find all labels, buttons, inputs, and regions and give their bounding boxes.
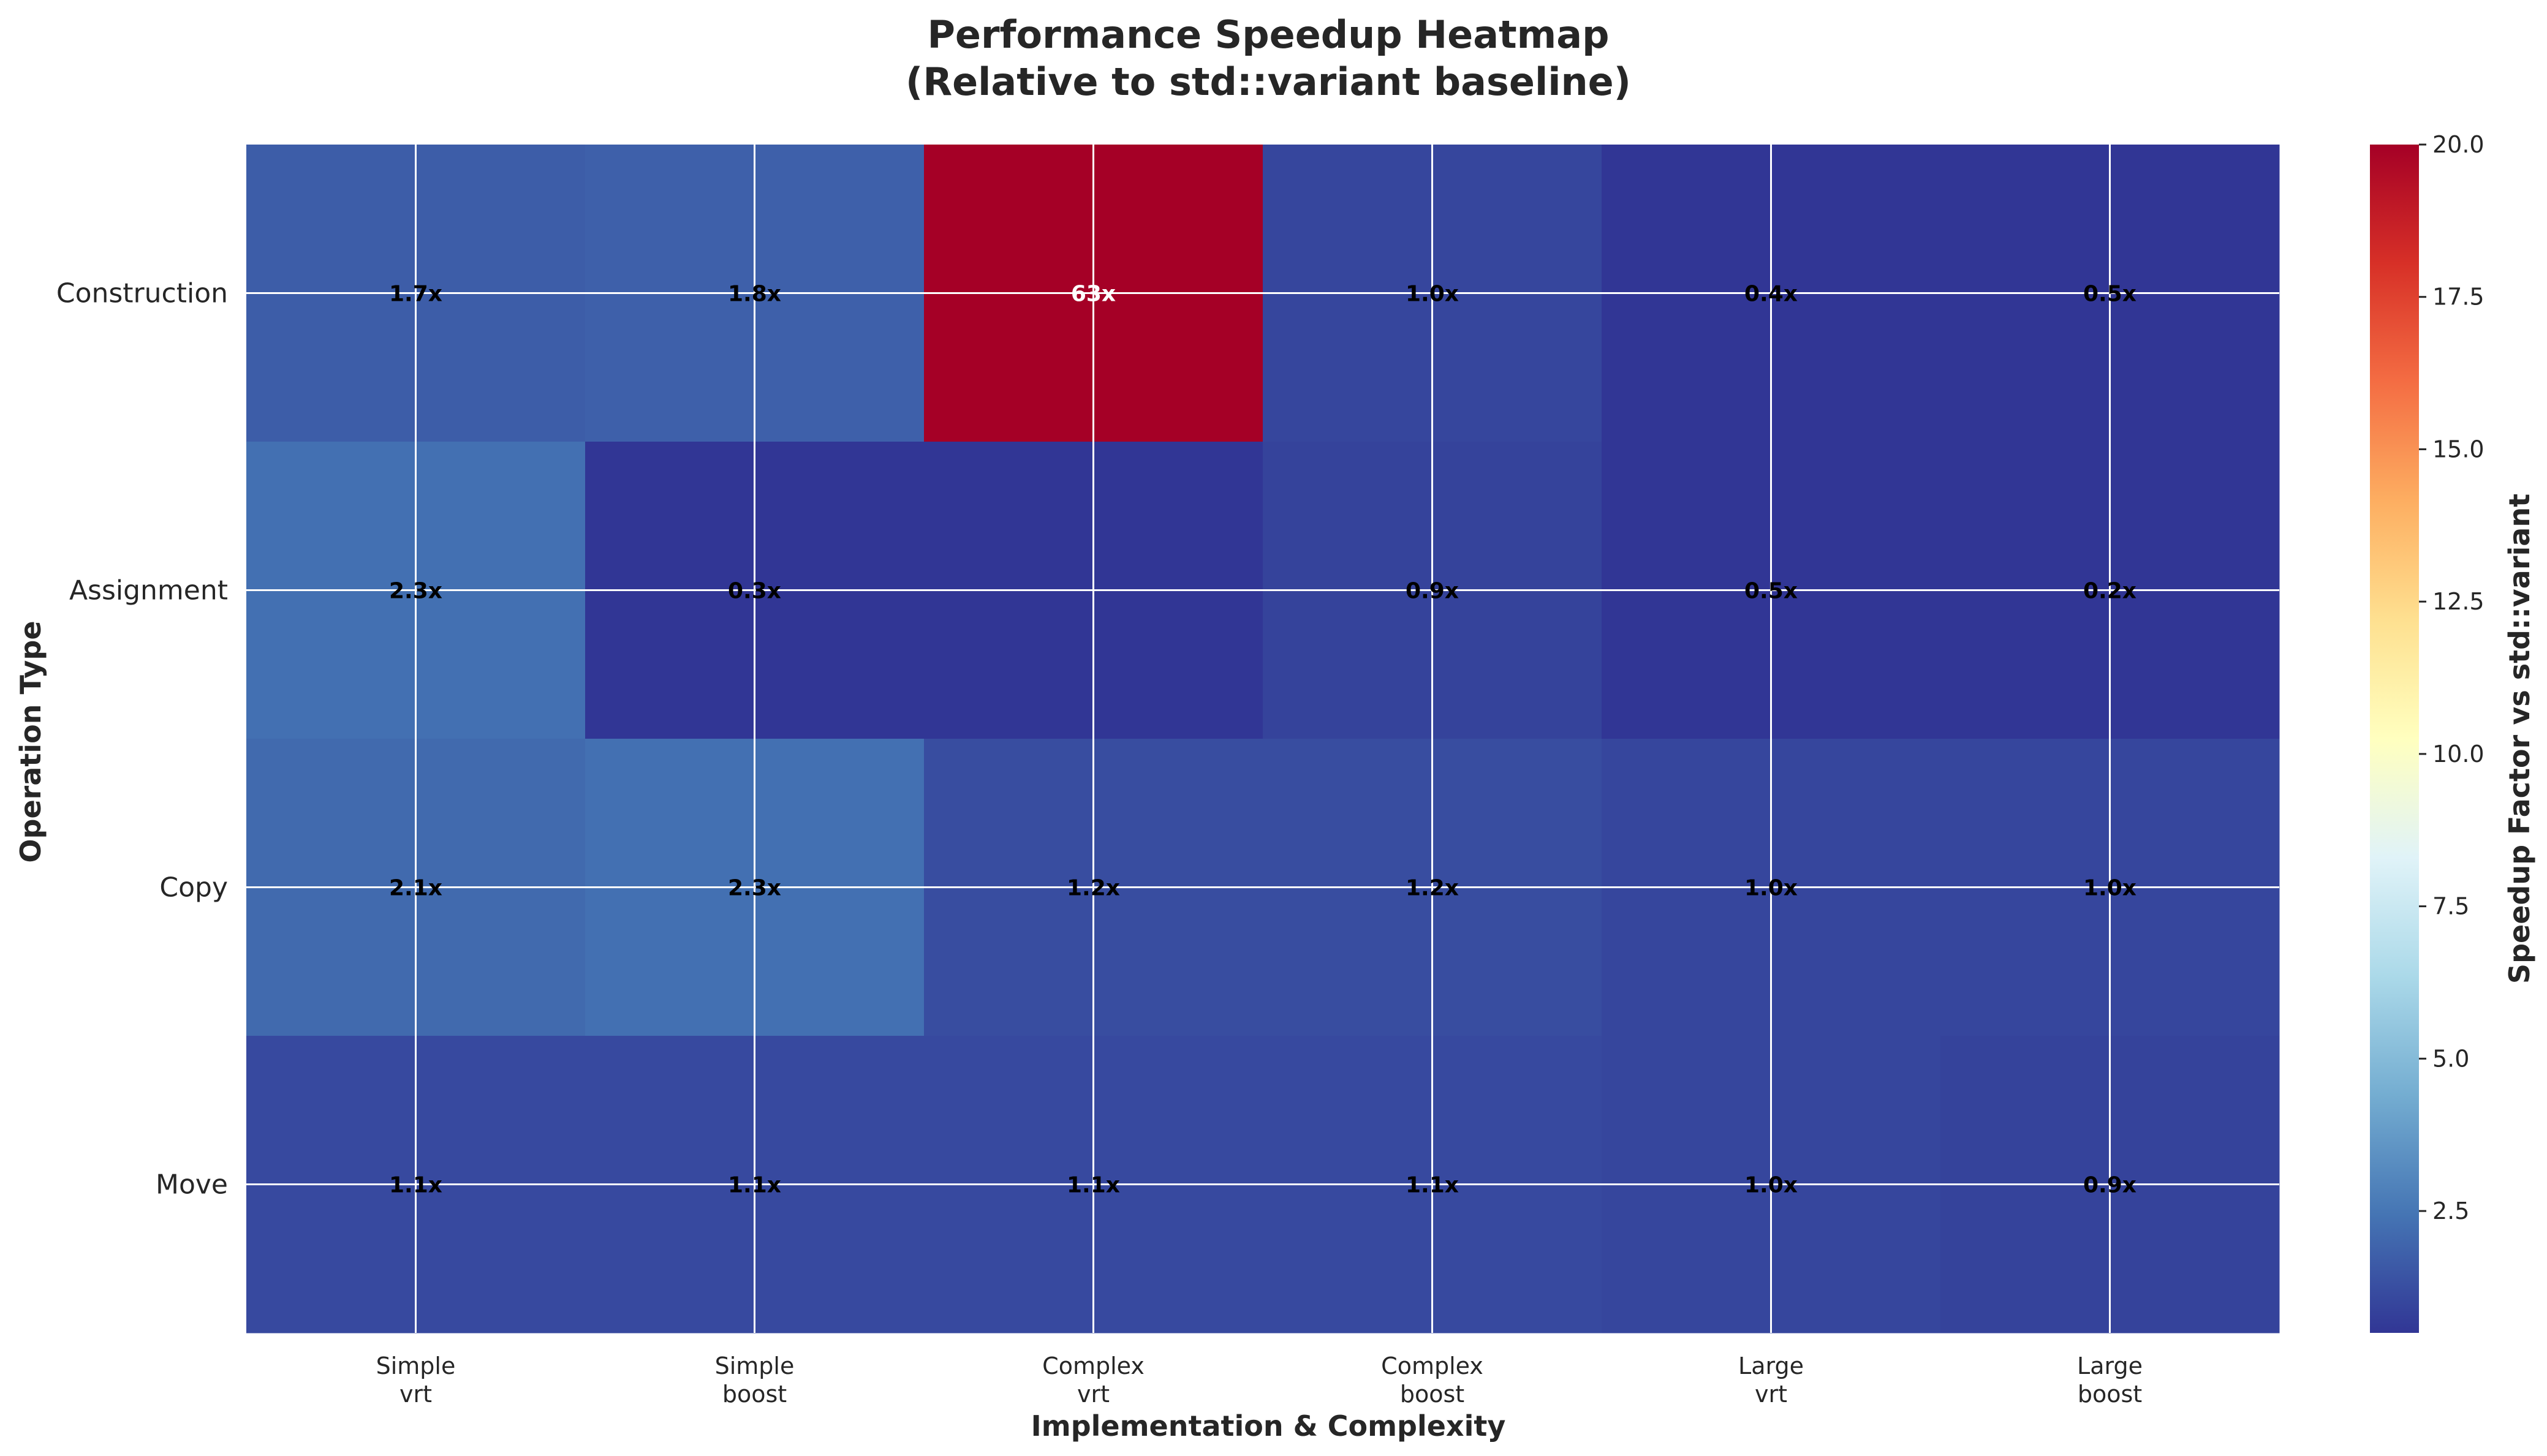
cell-value-label: 1.8x xyxy=(728,282,781,307)
chart-title-line-2: (Relative to std::variant baseline) xyxy=(906,59,1631,104)
x-tick-label-bottom: boost xyxy=(2078,1381,2142,1408)
cell-value-label: 1.1x xyxy=(389,1173,442,1198)
cell-value-label: 2.3x xyxy=(389,579,442,604)
colorbar-ticks: 2.5 5.0 7.5 10.0 12.5 15.0 17.5 20.0 xyxy=(2419,131,2485,1224)
cell-value-label: 0.5x xyxy=(2083,282,2136,307)
cell-value-label: 63x xyxy=(1071,282,1116,307)
colorbar-tick-label: 5.0 xyxy=(2432,1045,2469,1072)
cell-value-label: 1.0x xyxy=(1744,876,1798,901)
x-tick-label-top: Complex xyxy=(1042,1352,1145,1379)
cell-value-label: 1.2x xyxy=(1067,876,1120,901)
x-tick-label-top: Simple xyxy=(376,1352,456,1379)
colorbar-tick-label: 20.0 xyxy=(2432,131,2485,158)
cell-value-label: 2.3x xyxy=(728,876,781,901)
colorbar-tick-label: 12.5 xyxy=(2432,588,2485,615)
colorbar-title: Speedup Factor vs std::variant xyxy=(2503,494,2536,984)
heatmap-cell-labels: 1.7x 1.8x 63x 1.0x 0.4x 0.5x 2.3x 0.3x 0.9x 0.5x 0… xyxy=(389,282,2136,1198)
cell-value-label: 1.1x xyxy=(728,1173,781,1198)
x-tick-label-bottom: boost xyxy=(1400,1381,1464,1408)
cell-value-label: 0.5x xyxy=(1744,579,1798,604)
cell-value-label: 1.1x xyxy=(1406,1173,1459,1198)
x-tick-labels: SimplevrtSimpleboostComplexvrtComplexboo… xyxy=(376,1352,2143,1408)
heatmap-cells xyxy=(246,145,2280,1333)
y-tick-label: Assignment xyxy=(69,575,228,606)
y-tick-label: Move xyxy=(156,1169,228,1201)
colorbar-tick-label: 17.5 xyxy=(2432,284,2485,311)
y-tick-label: Construction xyxy=(56,278,228,309)
cell-value-label: 0.3x xyxy=(728,579,781,604)
x-tick-label-top: Complex xyxy=(1381,1352,1483,1379)
cell-value-label: 1.0x xyxy=(1406,282,1459,307)
cell-value-label: 2.1x xyxy=(389,876,442,901)
cell-value-label: 1.2x xyxy=(1406,876,1459,901)
cell-value-label: 0.9x xyxy=(2083,1173,2136,1198)
y-tick-label: Copy xyxy=(159,872,228,903)
x-tick-label-bottom: vrt xyxy=(399,1381,432,1408)
x-tick-label-bottom: vrt xyxy=(1077,1381,1110,1408)
colorbar-tick-label: 7.5 xyxy=(2432,893,2469,920)
x-tick-label-bottom: vrt xyxy=(1755,1381,1787,1408)
cell-value-label: 0.4x xyxy=(1744,282,1798,307)
heatmap-grid xyxy=(246,145,2279,1333)
cell-value-label: 0.2x xyxy=(2083,579,2136,604)
cell-value-label: 1.1x xyxy=(1067,1173,1120,1198)
colorbar-tick-label: 10.0 xyxy=(2432,741,2485,768)
cell-value-label: 1.0x xyxy=(2083,876,2136,901)
x-axis-title: Implementation & Complexity xyxy=(1031,1409,1506,1443)
colorbar-tick-label: 15.0 xyxy=(2432,436,2485,462)
y-axis-title: Operation Type xyxy=(14,620,47,862)
colorbar-tick-label: 2.5 xyxy=(2432,1198,2469,1224)
x-tick-label-top: Large xyxy=(1738,1352,1804,1379)
chart-title-line-1: Performance Speedup Heatmap xyxy=(927,12,1609,57)
x-tick-label-top: Large xyxy=(2077,1352,2143,1379)
cell-value-label: 1.7x xyxy=(389,282,442,307)
x-tick-label-bottom: boost xyxy=(722,1381,787,1408)
cell-value-label: 0.9x xyxy=(1406,579,1459,604)
x-tick-label-top: Simple xyxy=(715,1352,795,1379)
cell-value-label: 1.0x xyxy=(1744,1173,1798,1198)
y-tick-labels: Construction Assignment Copy Move xyxy=(56,278,228,1201)
colorbar xyxy=(2370,145,2419,1333)
